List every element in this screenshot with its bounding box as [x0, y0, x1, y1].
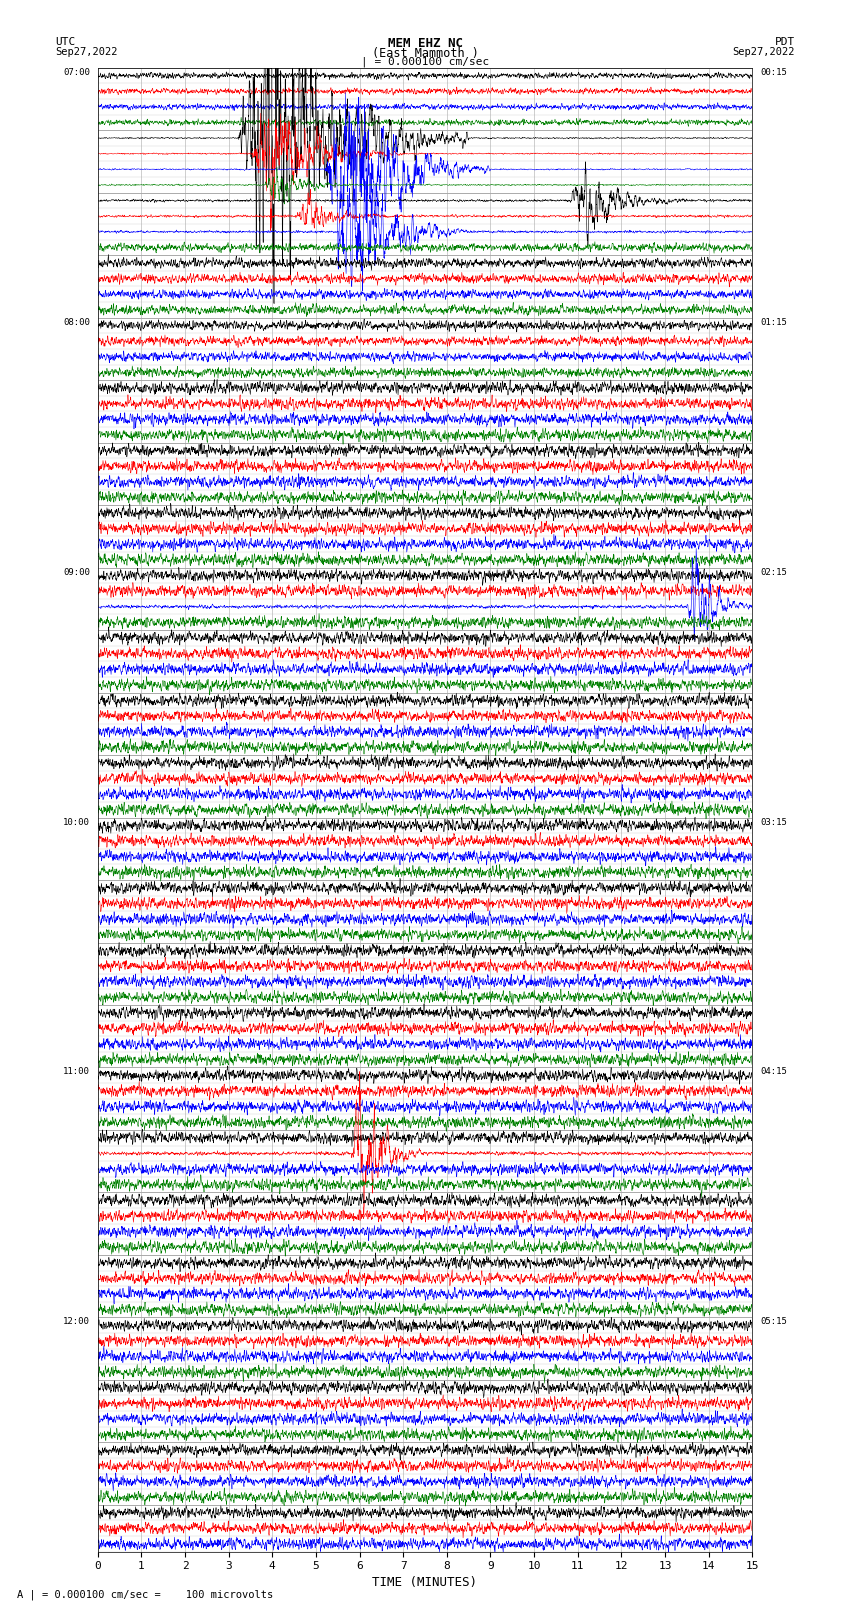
Text: 11:00: 11:00 — [63, 1068, 90, 1076]
Text: PDT: PDT — [774, 37, 795, 47]
Text: 12:00: 12:00 — [63, 1318, 90, 1326]
Text: | = 0.000100 cm/sec: | = 0.000100 cm/sec — [361, 56, 489, 68]
Text: 02:15: 02:15 — [760, 568, 787, 576]
Text: 01:15: 01:15 — [760, 318, 787, 327]
Text: UTC: UTC — [55, 37, 76, 47]
Text: Sep27,2022: Sep27,2022 — [55, 47, 118, 56]
Text: 07:00: 07:00 — [63, 68, 90, 77]
Text: (East Mammoth ): (East Mammoth ) — [371, 47, 479, 60]
Text: 05:15: 05:15 — [760, 1318, 787, 1326]
X-axis label: TIME (MINUTES): TIME (MINUTES) — [372, 1576, 478, 1589]
Text: 00:15: 00:15 — [760, 68, 787, 77]
Text: 08:00: 08:00 — [63, 318, 90, 327]
Text: 03:15: 03:15 — [760, 818, 787, 826]
Text: MEM EHZ NC: MEM EHZ NC — [388, 37, 462, 50]
Text: 09:00: 09:00 — [63, 568, 90, 576]
Text: Sep27,2022: Sep27,2022 — [732, 47, 795, 56]
Text: A | = 0.000100 cm/sec =    100 microvolts: A | = 0.000100 cm/sec = 100 microvolts — [17, 1589, 273, 1600]
Text: 10:00: 10:00 — [63, 818, 90, 826]
Text: 04:15: 04:15 — [760, 1068, 787, 1076]
